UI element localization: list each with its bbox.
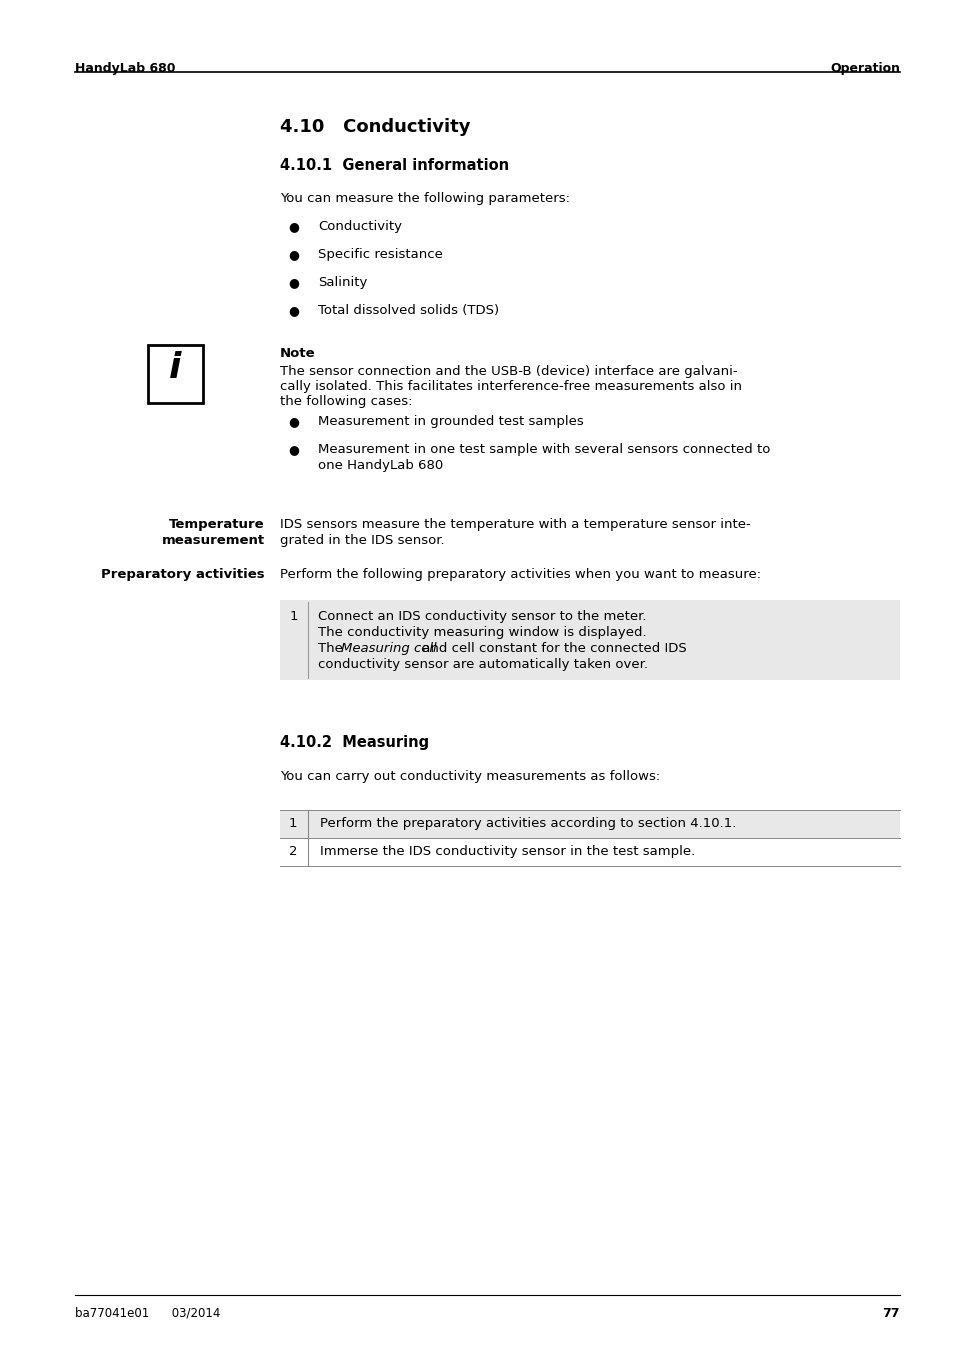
Text: Total dissolved solids (TDS): Total dissolved solids (TDS): [317, 304, 498, 317]
Text: Temperature: Temperature: [170, 518, 265, 531]
Text: Conductivity: Conductivity: [317, 220, 401, 234]
Text: Note: Note: [280, 347, 315, 360]
Text: Operation: Operation: [829, 62, 899, 76]
Text: 4.10   Conductivity: 4.10 Conductivity: [280, 117, 470, 136]
Bar: [148, 346, 203, 404]
Bar: [280, 810, 899, 838]
Text: The conductivity measuring window is displayed.: The conductivity measuring window is dis…: [317, 626, 646, 639]
Text: IDS sensors measure the temperature with a temperature sensor inte-: IDS sensors measure the temperature with…: [280, 518, 750, 531]
Text: ●: ●: [288, 275, 298, 289]
Text: ba77041e01      03/2014: ba77041e01 03/2014: [75, 1307, 220, 1320]
Text: and cell constant for the connected IDS: and cell constant for the connected IDS: [417, 643, 686, 655]
Text: HandyLab 680: HandyLab 680: [75, 62, 175, 76]
Text: 77: 77: [882, 1307, 899, 1320]
Text: measurement: measurement: [162, 535, 265, 547]
Text: i: i: [169, 351, 181, 385]
Text: 4.10.2  Measuring: 4.10.2 Measuring: [280, 734, 429, 751]
Text: Measurement in grounded test samples: Measurement in grounded test samples: [317, 414, 583, 428]
Text: Immerse the IDS conductivity sensor in the test sample.: Immerse the IDS conductivity sensor in t…: [319, 845, 695, 859]
Text: Salinity: Salinity: [317, 275, 367, 289]
Text: You can measure the following parameters:: You can measure the following parameters…: [280, 192, 569, 205]
Text: 2: 2: [289, 845, 297, 859]
Text: conductivity sensor are automatically taken over.: conductivity sensor are automatically ta…: [317, 657, 647, 671]
Text: Connect an IDS conductivity sensor to the meter.: Connect an IDS conductivity sensor to th…: [317, 610, 646, 622]
Text: The sensor connection and the USB-B (device) interface are galvani-: The sensor connection and the USB-B (dev…: [280, 364, 737, 378]
Text: cally isolated. This facilitates interference-free measurements also in: cally isolated. This facilitates interfe…: [280, 379, 741, 393]
Text: ●: ●: [288, 304, 298, 317]
Text: grated in the IDS sensor.: grated in the IDS sensor.: [280, 535, 444, 547]
Text: ●: ●: [288, 414, 298, 428]
Text: Measurement in one test sample with several sensors connected to: Measurement in one test sample with seve…: [317, 443, 770, 456]
Text: the following cases:: the following cases:: [280, 396, 412, 408]
Text: one HandyLab 680: one HandyLab 680: [317, 459, 443, 472]
Text: 1: 1: [289, 817, 297, 830]
Text: Perform the following preparatory activities when you want to measure:: Perform the following preparatory activi…: [280, 568, 760, 580]
Text: ●: ●: [288, 443, 298, 456]
Text: You can carry out conductivity measurements as follows:: You can carry out conductivity measureme…: [280, 769, 659, 783]
Text: ●: ●: [288, 248, 298, 261]
Text: Perform the preparatory activities according to section 4.10.1.: Perform the preparatory activities accor…: [319, 817, 736, 830]
Text: 4.10.1  General information: 4.10.1 General information: [280, 158, 509, 173]
Text: Measuring cell: Measuring cell: [340, 643, 436, 655]
Text: Preparatory activities: Preparatory activities: [101, 568, 265, 580]
Bar: [280, 599, 899, 680]
Text: Specific resistance: Specific resistance: [317, 248, 442, 261]
Text: The: The: [317, 643, 347, 655]
Text: ●: ●: [288, 220, 298, 234]
Text: 1: 1: [290, 610, 298, 622]
